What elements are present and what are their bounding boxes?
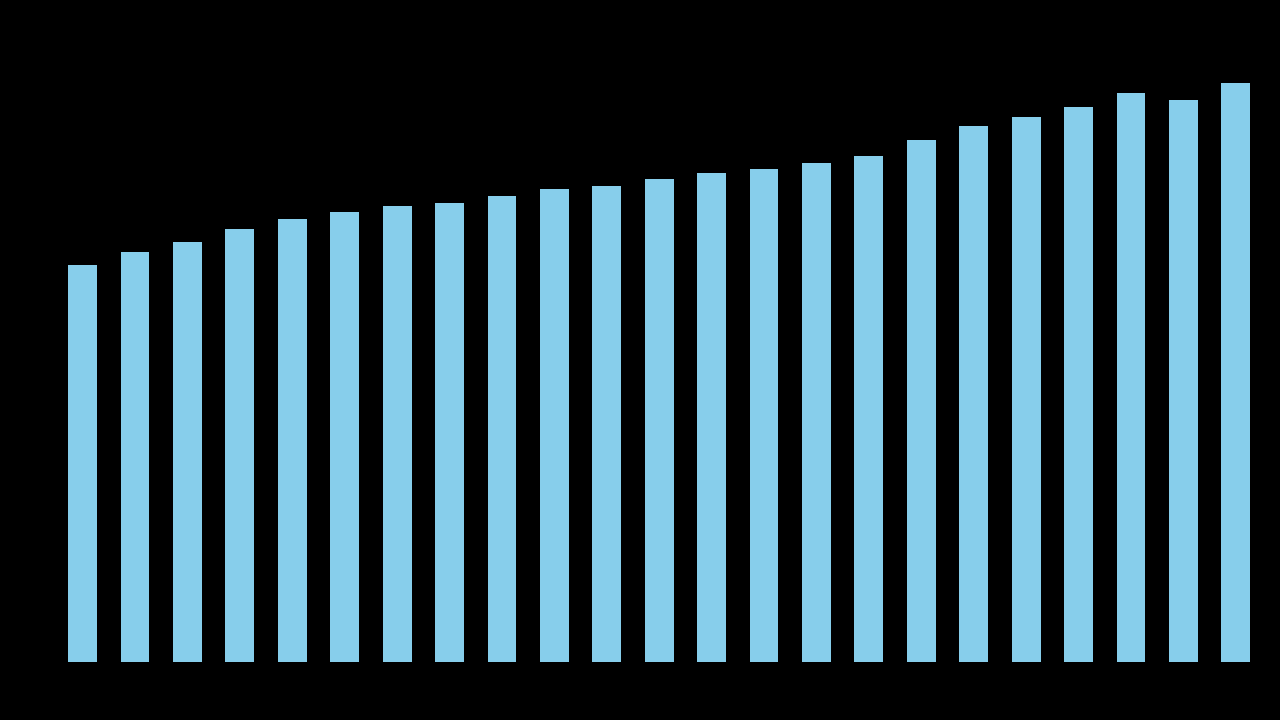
Bar (540, 189, 568, 662)
Bar (488, 196, 516, 662)
Bar (278, 219, 307, 662)
Bar (1221, 84, 1251, 662)
Bar (68, 266, 97, 662)
Bar (645, 179, 673, 662)
Bar (120, 252, 150, 662)
Bar (959, 127, 988, 662)
Bar (225, 229, 255, 662)
Bar (593, 186, 621, 662)
Bar (435, 202, 463, 662)
Bar (173, 242, 202, 662)
Bar (383, 206, 412, 662)
Bar (803, 163, 831, 662)
Bar (855, 156, 883, 662)
Bar (906, 140, 936, 662)
Bar (1011, 117, 1041, 662)
Bar (698, 173, 726, 662)
Bar (750, 169, 778, 662)
Bar (1169, 100, 1198, 662)
Bar (1116, 94, 1146, 662)
Bar (330, 212, 360, 662)
Bar (1064, 107, 1093, 662)
